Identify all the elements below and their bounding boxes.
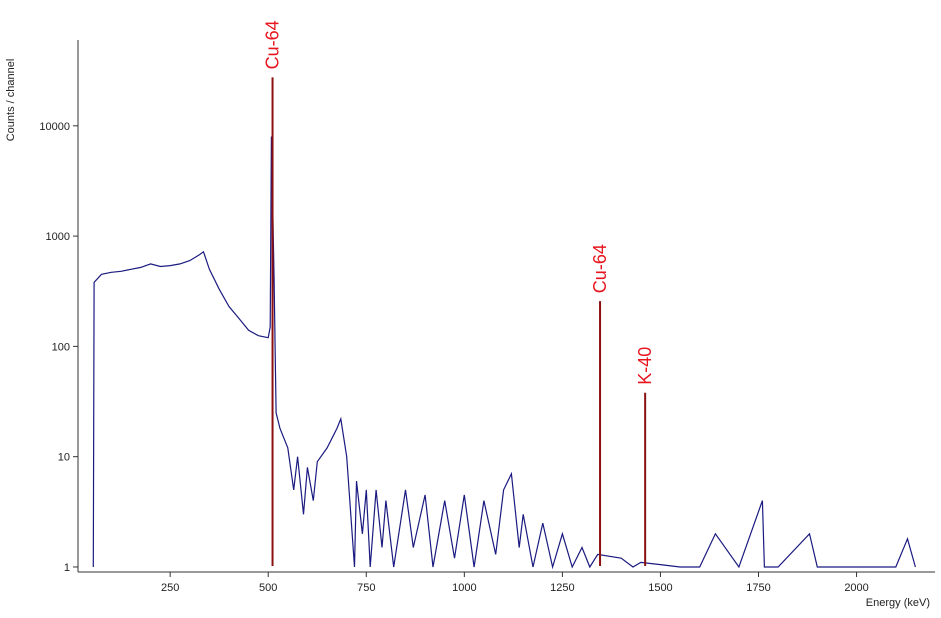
peak-label: K-40	[635, 347, 655, 385]
y-tick-label: 1	[64, 562, 70, 574]
peak-label: Cu-64	[590, 244, 610, 293]
spectrum-line	[92, 136, 916, 570]
y-tick-label: 10	[58, 452, 70, 464]
y-axis-label: Counts / channel	[5, 59, 17, 142]
x-axis-label: Energy (keV)	[866, 597, 930, 609]
x-tick-label: 1250	[550, 582, 574, 594]
x-tick-label: 750	[357, 582, 375, 594]
y-tick-label: 100	[52, 341, 70, 353]
y-tick-label: 1000	[46, 231, 70, 243]
peak-label: Cu-64	[263, 20, 283, 69]
x-tick-label: 250	[161, 582, 179, 594]
y-tick-label: 10000	[39, 121, 70, 133]
x-tick-label: 1750	[746, 582, 770, 594]
x-tick-label: 1500	[648, 582, 672, 594]
x-tick-label: 2000	[844, 582, 868, 594]
x-tick-label: 500	[259, 582, 277, 594]
x-tick-label: 1000	[452, 582, 476, 594]
